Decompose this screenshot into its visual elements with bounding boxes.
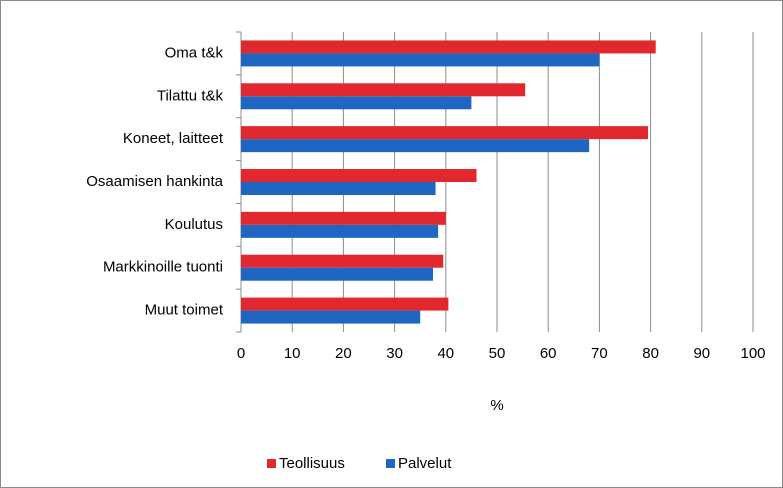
bar	[241, 211, 446, 225]
x-tick-label: 90	[693, 345, 710, 362]
bar	[241, 297, 449, 311]
x-tick-label: 60	[540, 345, 557, 362]
bar	[241, 267, 433, 281]
x-tick-label: 50	[489, 345, 506, 362]
x-axis-label: %	[490, 397, 503, 414]
legend-swatch	[267, 459, 276, 468]
y-tick-label: Tilattu t&k	[157, 87, 224, 104]
bar	[241, 96, 472, 110]
bar	[241, 254, 444, 268]
x-tick-label: 10	[284, 345, 301, 362]
x-tick-label: 100	[740, 345, 765, 362]
bar	[241, 224, 439, 238]
bar	[241, 83, 526, 97]
legend-swatch	[386, 459, 395, 468]
x-tick-label: 70	[591, 345, 608, 362]
y-tick-label: Koulutus	[165, 216, 223, 233]
bar	[241, 139, 590, 153]
y-tick-label: Markkinoille tuonti	[103, 259, 223, 276]
x-tick-label: 20	[335, 345, 352, 362]
bar	[241, 53, 600, 67]
bar	[241, 126, 649, 140]
bar	[241, 169, 477, 182]
y-tick-label: Muut toimet	[145, 302, 224, 319]
y-tick-label: Koneet, laitteet	[123, 130, 224, 147]
legend-label: Teollisuus	[279, 455, 345, 472]
y-tick-label: Oma t&k	[165, 44, 224, 61]
bar	[241, 182, 436, 195]
x-tick-label: 40	[437, 345, 454, 362]
bar	[241, 310, 421, 324]
x-tick-label: 0	[237, 345, 245, 362]
y-tick-label: Osaamisen hankinta	[86, 173, 223, 190]
x-tick-label: 80	[642, 345, 659, 362]
legend-label: Palvelut	[398, 455, 452, 472]
x-tick-label: 30	[386, 345, 403, 362]
bar	[241, 40, 656, 54]
